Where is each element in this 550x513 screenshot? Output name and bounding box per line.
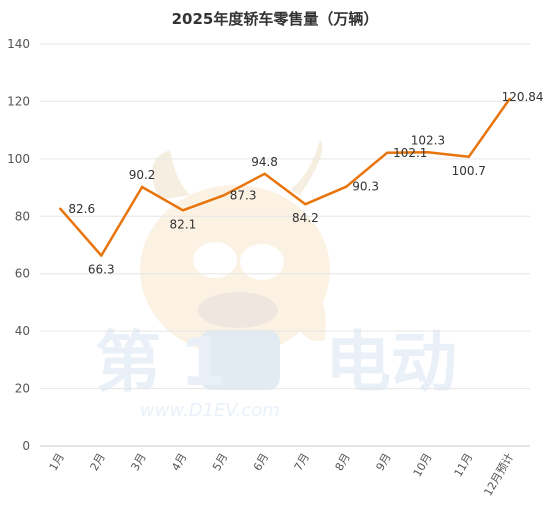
chart-title: 2025年度轿车零售量（万辆） [171,10,379,28]
x-tick-label-4: 4月 [169,451,189,473]
data-point-9 [385,151,389,155]
y-tick-label-60: 60 [15,267,30,281]
watermark-logo: 第 1 电动 www.D1EV.com [95,140,457,421]
data-point-3 [140,185,144,189]
data-label-12: 120.84 [502,90,544,104]
data-point-2 [100,254,103,257]
x-tick-label-2: 2月 [88,451,108,473]
x-tick-label-12: 12月预计 [481,451,516,498]
x-tick-label-10: 10月 [411,451,435,479]
data-point-12 [508,97,511,101]
x-tick-label-9: 9月 [373,451,393,473]
data-point-7 [304,203,307,206]
data-label-1: 82.6 [68,202,95,216]
watermark-url: www.D1EV.com [140,400,280,421]
x-tick-label-6: 6月 [251,451,271,473]
x-tick-label-5: 5月 [210,451,230,473]
data-point-6 [263,172,266,175]
y-tick-label-20: 20 [15,382,30,396]
data-label-7: 84.2 [292,211,319,225]
x-tick-label-8: 8月 [333,451,353,473]
data-label-2: 66.3 [88,263,115,277]
data-label-8: 90.3 [352,180,379,194]
y-tick-label-0: 0 [22,439,30,453]
watermark-text-right: 电动 [325,324,457,401]
data-point-4 [181,209,185,212]
data-label-6: 94.8 [251,155,278,169]
data-label-3: 90.2 [129,168,156,182]
data-point-8 [345,185,348,188]
data-point-1 [59,207,62,211]
x-tick-label-7: 7月 [292,451,312,473]
data-label-9: 102.1 [393,146,427,160]
data-label-5: 87.3 [230,188,257,202]
data-label-4: 82.1 [170,217,197,231]
x-tick-label-1: 1月 [47,451,67,473]
data-point-5 [222,194,225,197]
y-tick-label-100: 100 [7,152,30,166]
data-label-10: 102.3 [411,133,445,147]
y-tick-label-140: 140 [7,37,30,51]
watermark-text-left: 第 [95,324,161,401]
x-tick-label-11: 11月 [452,451,476,479]
x-tick-label-3: 3月 [128,451,148,473]
y-tick-label-40: 40 [15,324,30,338]
watermark-text-number: 1 [180,324,226,401]
y-tick-label-120: 120 [7,94,30,108]
series-line [59,97,511,257]
data-label-11: 100.7 [452,164,486,178]
data-point-10 [426,151,430,154]
data-point-11 [467,155,470,159]
y-tick-label-80: 80 [15,209,30,223]
